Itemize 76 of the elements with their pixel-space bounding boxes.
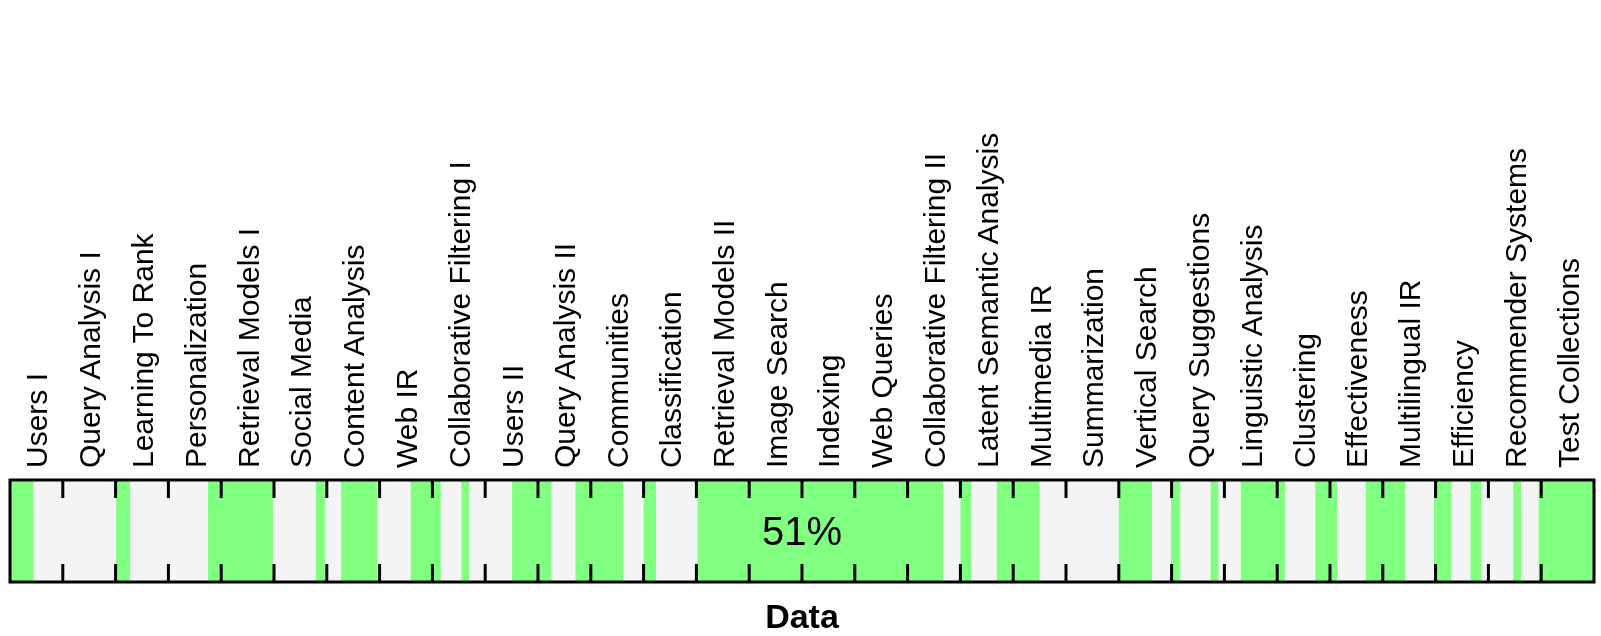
bar <box>697 480 943 582</box>
bar <box>116 480 131 582</box>
bar <box>1218 480 1241 582</box>
bar <box>410 480 441 582</box>
text: Retrieval Models II <box>706 219 740 468</box>
text: Web IR <box>390 368 423 468</box>
bar <box>469 480 513 582</box>
text: Linguistic Analysis <box>1234 224 1268 468</box>
bar <box>1405 480 1435 582</box>
text: Multilingual IR <box>1393 279 1427 468</box>
bar <box>1180 480 1211 582</box>
bar <box>512 480 552 582</box>
x-axis-title: Data <box>765 597 840 635</box>
text: Query Suggestions <box>1182 212 1215 468</box>
bar <box>960 480 972 582</box>
text: Effectiveness <box>1340 290 1374 468</box>
bar <box>1171 480 1181 582</box>
bar <box>656 480 698 582</box>
text: Test Collections <box>1551 257 1585 468</box>
text: Collaborative Filtering I <box>442 161 476 468</box>
bar <box>971 480 997 582</box>
text: Image Search <box>759 281 793 468</box>
text: Learning To Rank <box>126 232 159 468</box>
text: Web Queries <box>865 293 899 468</box>
bar <box>551 480 576 582</box>
text: Latent Semantic Analysis <box>970 132 1004 468</box>
text: Recommender Systems <box>1498 147 1532 468</box>
bar <box>623 480 644 582</box>
text: Retrieval Models I <box>231 227 265 468</box>
text: Users I <box>20 372 54 468</box>
bar <box>1538 480 1594 582</box>
bar <box>1152 480 1172 582</box>
bar <box>341 480 378 582</box>
text: Social Media <box>284 295 318 468</box>
text: Query Analysis I <box>73 251 107 468</box>
bar <box>996 480 1040 582</box>
text: Personalization <box>178 262 212 468</box>
bar <box>1337 480 1366 582</box>
bar <box>1481 480 1514 582</box>
text: Content Analysis <box>337 244 371 468</box>
bar <box>1039 480 1119 582</box>
bar <box>33 480 117 582</box>
bar <box>272 480 316 582</box>
text: Efficiency <box>1446 340 1479 468</box>
bar <box>10 480 34 582</box>
annotation: 51% <box>761 509 843 553</box>
text: Vertical Search <box>1129 266 1163 468</box>
bar <box>1118 480 1153 582</box>
text: Users II <box>495 364 529 468</box>
bar <box>130 480 208 582</box>
text: Communities <box>601 292 635 468</box>
bar <box>575 480 624 582</box>
bar <box>325 480 342 582</box>
bar <box>1285 480 1316 582</box>
bar <box>1521 480 1539 582</box>
text: Clustering <box>1287 332 1321 468</box>
text: Summarization <box>1076 267 1110 468</box>
bar <box>377 480 411 582</box>
bar <box>1315 480 1338 582</box>
text: Indexing <box>812 354 846 468</box>
bar <box>315 480 326 582</box>
bar <box>208 480 273 582</box>
bar <box>1210 480 1219 582</box>
bar <box>1513 480 1522 582</box>
text: Collaborative Filtering II <box>918 152 951 468</box>
bar <box>1470 480 1482 582</box>
text: Query Analysis II <box>548 242 582 468</box>
bar <box>1451 480 1471 582</box>
bar <box>942 480 961 582</box>
bar <box>461 480 470 582</box>
text: Classification <box>654 291 687 468</box>
bar <box>1240 480 1286 582</box>
bar <box>440 480 462 582</box>
text: Multimedia IR <box>1023 284 1057 468</box>
bar <box>1434 480 1452 582</box>
bar <box>1365 480 1406 582</box>
